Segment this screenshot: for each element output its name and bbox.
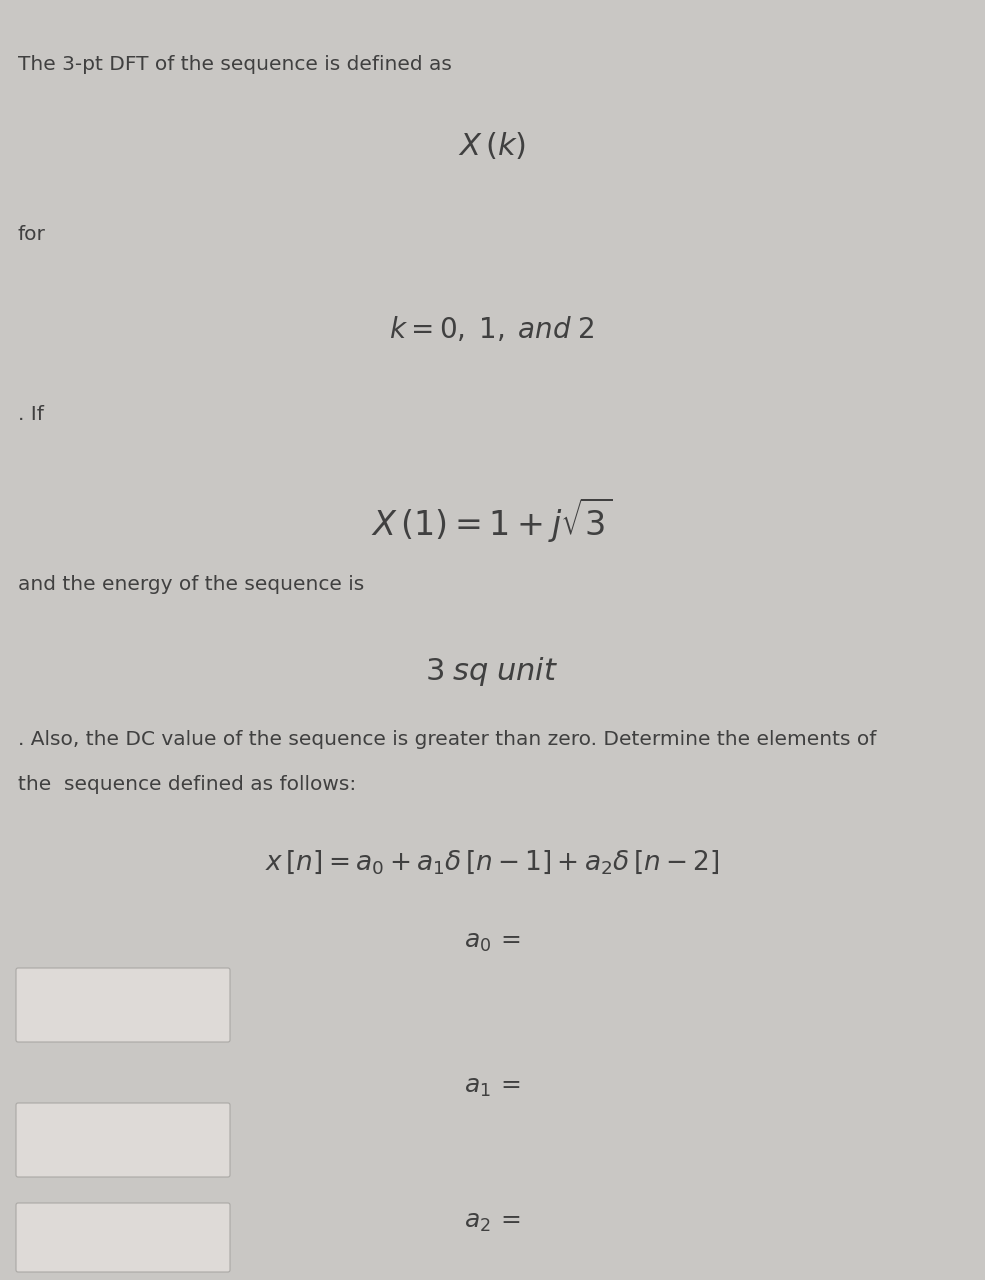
Text: $k = 0,\;1,\;\mathit{and}\;2$: $k = 0,\;1,\;\mathit{and}\;2$ — [389, 315, 595, 344]
Text: . Also, the DC value of the sequence is greater than zero. Determine the element: . Also, the DC value of the sequence is … — [18, 730, 877, 749]
Text: $a_1\,=$: $a_1\,=$ — [464, 1075, 520, 1100]
FancyBboxPatch shape — [16, 968, 230, 1042]
Text: the  sequence defined as follows:: the sequence defined as follows: — [18, 774, 357, 794]
Text: The 3-pt DFT of the sequence is defined as: The 3-pt DFT of the sequence is defined … — [18, 55, 452, 74]
Text: for: for — [18, 225, 46, 244]
FancyBboxPatch shape — [16, 1103, 230, 1178]
Text: $3\;sq\;unit$: $3\;sq\;unit$ — [426, 655, 558, 689]
Text: $x\,[n] = a_0 + a_1\delta\,[n-1] + a_2\delta\,[n-2]$: $x\,[n] = a_0 + a_1\delta\,[n-1] + a_2\d… — [265, 847, 719, 876]
FancyBboxPatch shape — [16, 1203, 230, 1272]
Text: and the energy of the sequence is: and the energy of the sequence is — [18, 575, 364, 594]
Text: $X\,(1) = 1 + j\sqrt{3}$: $X\,(1) = 1 + j\sqrt{3}$ — [371, 495, 613, 544]
Text: $a_2\,=$: $a_2\,=$ — [464, 1210, 520, 1234]
Text: $a_0\,=$: $a_0\,=$ — [464, 931, 520, 954]
Text: . If: . If — [18, 404, 44, 424]
Text: $X\,(k)$: $X\,(k)$ — [458, 131, 526, 161]
